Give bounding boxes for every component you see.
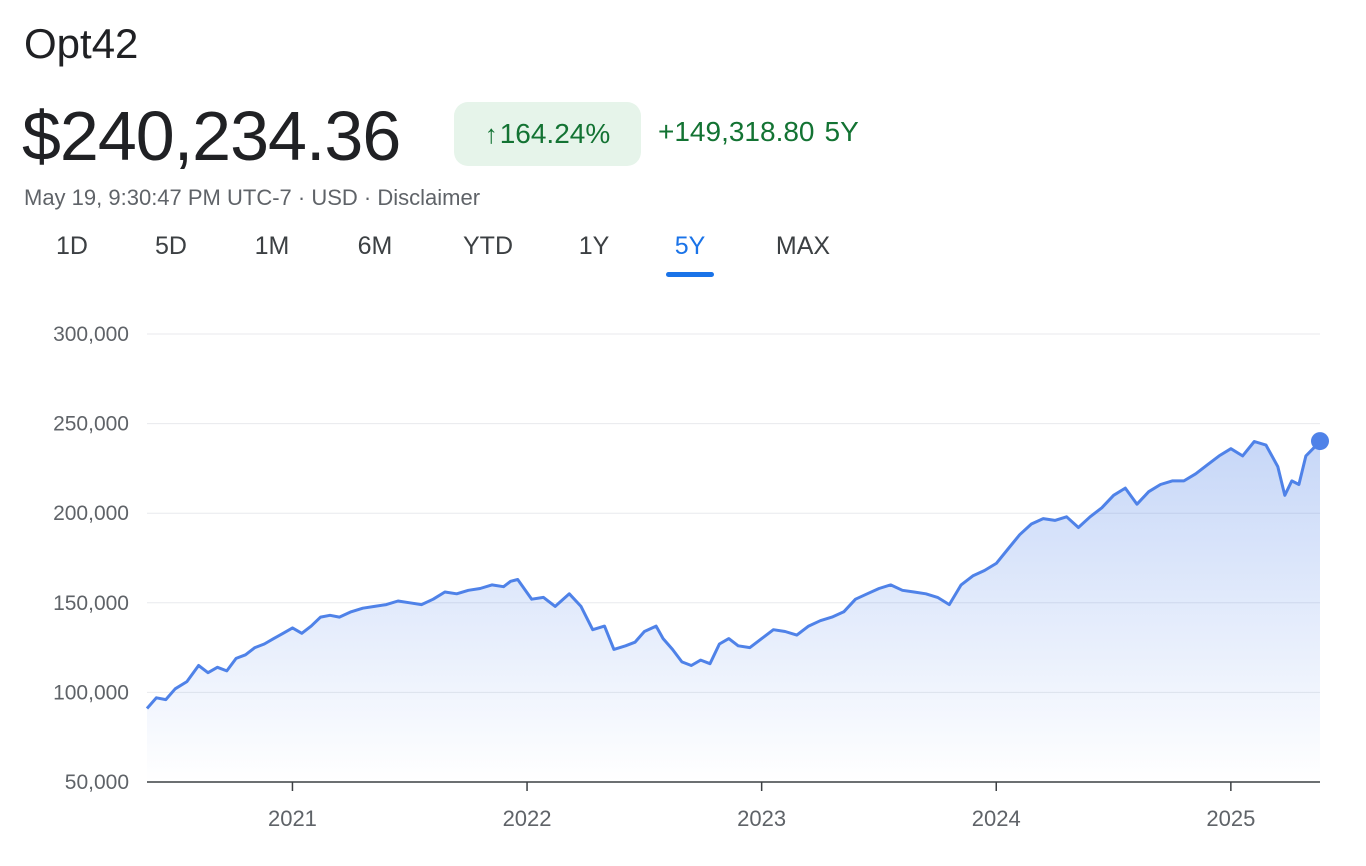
price-meta: May 19, 9:30:47 PM UTC-7 · USD · Disclai…: [24, 185, 480, 211]
tab-1d[interactable]: 1D: [56, 232, 88, 260]
disclaimer-link[interactable]: Disclaimer: [377, 185, 481, 210]
arrow-up-icon: ↑: [484, 118, 498, 149]
price-area: [147, 441, 1320, 782]
tab-ytd[interactable]: YTD: [463, 232, 513, 260]
tab-1y[interactable]: 1Y: [578, 232, 610, 260]
x-tick-label: 2024: [972, 806, 1021, 831]
x-axis: 2021 2022 2023 2024 2025: [268, 782, 1255, 831]
meta-separator: ·: [291, 185, 312, 210]
x-tick-label: 2025: [1206, 806, 1255, 831]
tab-max[interactable]: MAX: [775, 232, 831, 260]
y-tick-label: 300,000: [53, 323, 129, 346]
currency: USD: [311, 185, 358, 210]
current-price: $240,234.36: [22, 97, 401, 175]
last-price-marker[interactable]: [1311, 432, 1329, 451]
price-chart: 50,000 100,000 150,000 200,000 250,000 300,00…: [53, 323, 1329, 831]
y-tick-label: 150,000: [53, 592, 129, 615]
x-tick-label: 2022: [503, 806, 552, 831]
y-tick-label: 250,000: [53, 413, 129, 436]
range-tabs: 1D 5D 1M 6M YTD 1Y 5Y MAX: [0, 232, 900, 282]
percent-change-value: 164.24%: [499, 118, 611, 149]
y-axis: 50,000 100,000 150,000 200,000 250,000 300,00…: [53, 323, 129, 794]
x-tick-label: 2023: [737, 806, 786, 831]
tab-1m[interactable]: 1M: [254, 232, 290, 260]
tab-5y[interactable]: 5Y: [674, 232, 706, 260]
tab-6m[interactable]: 6M: [357, 232, 393, 260]
timestamp: May 19, 9:30:47 PM UTC-7: [24, 185, 292, 210]
absolute-change: +149,318.80 5Y: [658, 116, 859, 148]
tab-5d[interactable]: 5D: [155, 232, 187, 260]
change-period: 5Y: [824, 116, 859, 147]
price-line: [145, 440, 1322, 710]
absolute-change-value: +149,318.80: [658, 116, 815, 147]
meta-separator: ·: [357, 185, 378, 210]
y-tick-label: 100,000: [53, 681, 129, 704]
percent-change-badge: ↑ 164.24%: [454, 102, 641, 166]
y-tick-label: 50,000: [65, 771, 129, 794]
page-title: Opt42: [24, 20, 139, 67]
y-tick-label: 200,000: [53, 502, 129, 525]
x-tick-label: 2021: [268, 806, 317, 831]
active-tab-indicator: [666, 272, 714, 277]
